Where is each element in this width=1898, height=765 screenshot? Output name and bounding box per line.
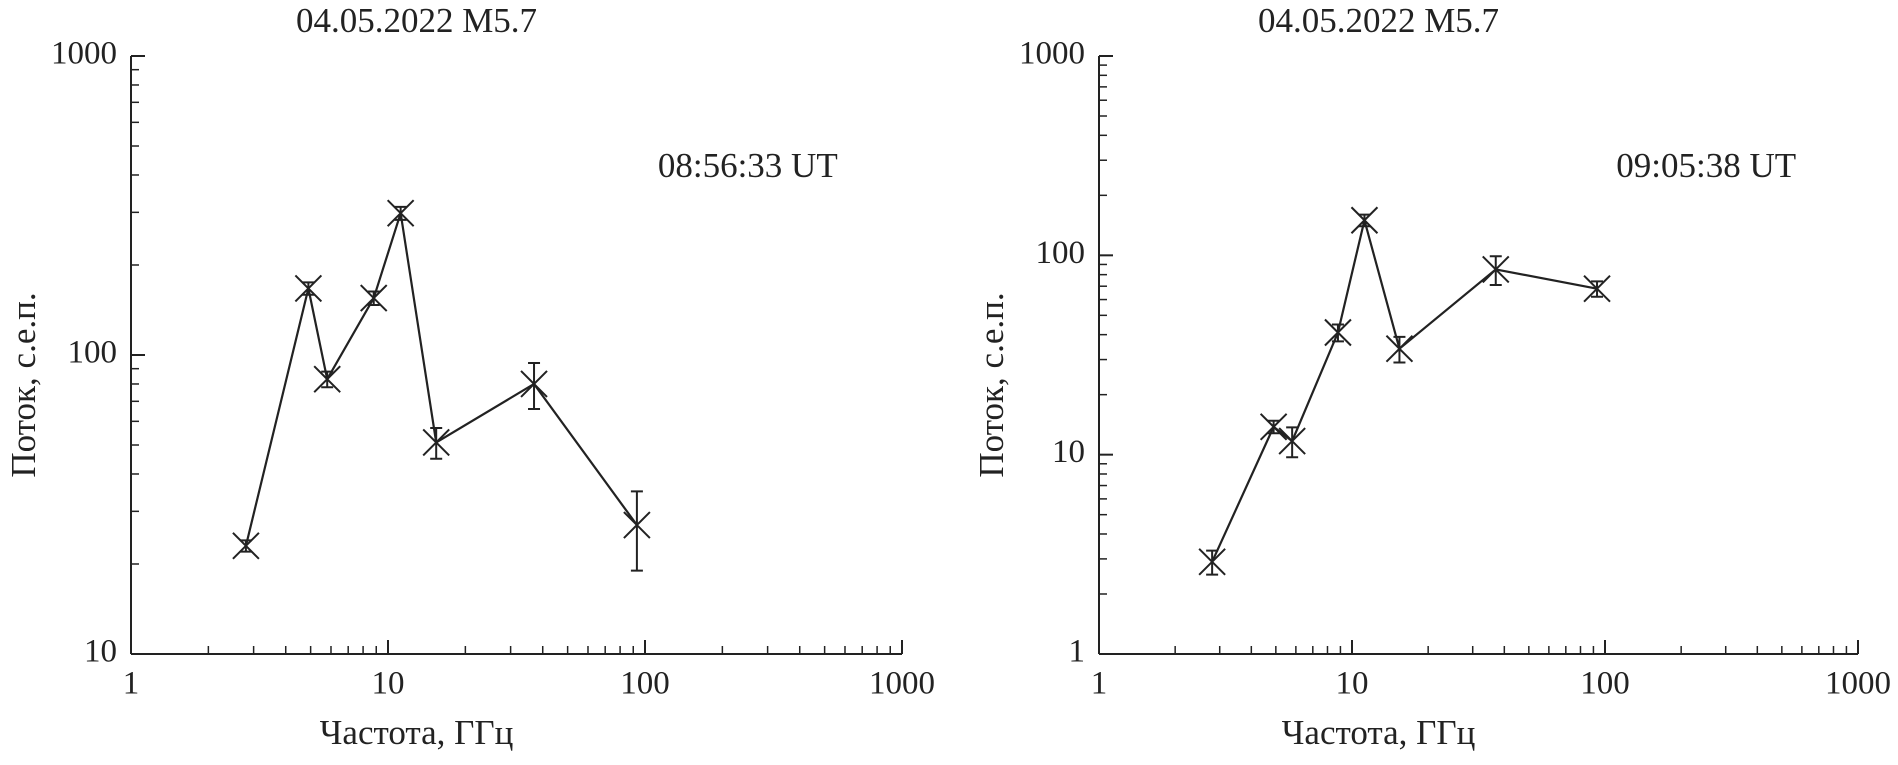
x-tick-label: 10	[372, 666, 405, 702]
data-line	[244, 212, 638, 547]
x-tick-label: 100	[620, 666, 670, 702]
x-tick-label: 1000	[869, 666, 935, 702]
x-tick-label: 1	[123, 666, 140, 702]
y-tick-label: 10	[84, 634, 117, 670]
y-tick-label: 100	[1036, 235, 1086, 271]
chart-title: 04.05.2022 M5.7	[296, 1, 537, 40]
marker	[1278, 427, 1306, 455]
marker	[232, 532, 260, 560]
marker	[1198, 548, 1226, 576]
x-tick-label: 1	[1091, 666, 1108, 702]
marker	[1385, 335, 1414, 363]
y-tick-label: 10	[1052, 434, 1085, 470]
x-axis-label: Частота, ГГц	[320, 713, 514, 752]
marker	[422, 428, 450, 457]
marker	[1324, 318, 1352, 347]
x-tick-label: 10	[1336, 666, 1369, 702]
marker	[386, 199, 415, 227]
y-tick-label: 1000	[51, 36, 117, 72]
y-axis-label: Поток, с.е.п.	[4, 292, 43, 477]
annotation: 08:56:33 UT	[658, 146, 838, 185]
marker	[623, 511, 651, 539]
error-bar	[528, 362, 541, 410]
annotation: 09:05:38 UT	[1616, 146, 1796, 185]
x-axis-label: Частота, ГГц	[1282, 713, 1476, 752]
y-tick-label: 100	[68, 335, 118, 371]
marker	[1350, 206, 1379, 234]
marker	[1259, 413, 1288, 441]
marker	[360, 284, 388, 312]
data-line	[1211, 219, 1598, 563]
marker	[294, 274, 323, 303]
y-axis-label: Поток, с.е.п.	[972, 292, 1011, 477]
marker	[520, 370, 548, 398]
y-tick-label: 1000	[1019, 36, 1085, 72]
y-tick-label: 1	[1069, 634, 1086, 670]
x-tick-label: 1000	[1825, 666, 1891, 702]
marker	[1583, 275, 1611, 303]
marker	[313, 365, 341, 393]
error-bar	[630, 490, 643, 572]
chart-title: 04.05.2022 M5.7	[1258, 1, 1499, 40]
x-tick-label: 100	[1580, 666, 1630, 702]
marker	[1482, 255, 1510, 284]
